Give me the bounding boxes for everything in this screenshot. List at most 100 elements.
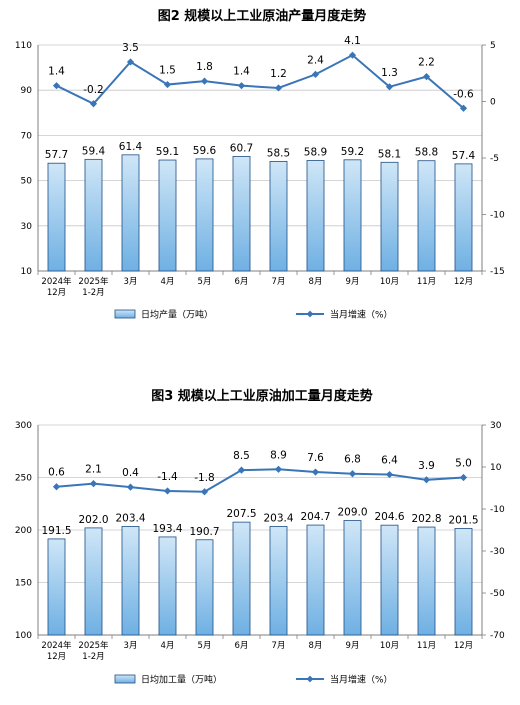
left-axis-tick-label: 50 xyxy=(21,177,33,187)
bar-value-label: 59.4 xyxy=(82,145,106,157)
bar-value-label: 193.4 xyxy=(152,523,182,535)
bar xyxy=(84,158,103,272)
bar xyxy=(380,524,399,636)
growth-line xyxy=(56,468,464,493)
x-tick-label: 4月 xyxy=(161,641,175,651)
growth-marker xyxy=(348,470,357,478)
growth-marker xyxy=(89,100,98,108)
left-axis-tick-label: 250 xyxy=(15,474,32,484)
bar xyxy=(343,520,362,636)
bar xyxy=(306,160,325,272)
bar-value-label: 209.0 xyxy=(337,507,367,519)
bar xyxy=(343,159,362,272)
legend-bar-label: 日均产量（万吨） xyxy=(141,309,213,321)
legend-line-marker xyxy=(306,310,314,318)
x-tick-label: 4月 xyxy=(161,277,175,287)
bar xyxy=(232,156,251,272)
bar-value-label: 61.4 xyxy=(119,141,143,153)
right-axis-tick-label: -15 xyxy=(490,267,505,277)
legend-line-label: 当月增速（%） xyxy=(330,674,393,686)
bar xyxy=(269,160,288,272)
growth-value-label: 7.6 xyxy=(307,452,324,464)
growth-marker xyxy=(348,51,357,59)
right-axis-tick-label: -10 xyxy=(490,505,505,515)
bar-value-label: 57.7 xyxy=(45,149,68,161)
growth-marker xyxy=(52,483,61,491)
right-axis-tick-label: 10 xyxy=(490,463,502,473)
x-tick-label: 5月 xyxy=(198,641,212,651)
bar xyxy=(306,524,325,636)
bar xyxy=(380,161,399,272)
bar-value-label: 60.7 xyxy=(230,142,253,154)
growth-marker xyxy=(274,465,283,473)
legend-bar-swatch xyxy=(114,674,136,684)
growth-value-label: -0.6 xyxy=(453,88,474,100)
bar-value-label: 59.1 xyxy=(156,146,179,158)
growth-marker xyxy=(422,73,431,81)
growth-value-label: -1.4 xyxy=(157,471,178,483)
bar-value-label: 202.8 xyxy=(411,513,441,525)
growth-marker xyxy=(126,58,135,66)
growth-value-label: 0.6 xyxy=(48,467,65,479)
bar xyxy=(195,539,214,636)
bar xyxy=(232,521,251,636)
right-axis-tick-label: -5 xyxy=(490,154,499,164)
right-axis-tick-label: -50 xyxy=(490,589,505,599)
x-tick-label: 10月 xyxy=(380,641,399,651)
x-tick-label: 8月 xyxy=(309,641,323,651)
growth-value-label: 8.9 xyxy=(270,449,287,461)
x-tick-label: 6月 xyxy=(235,641,249,651)
bar-value-label: 204.6 xyxy=(374,511,404,523)
growth-marker xyxy=(200,488,209,496)
bar xyxy=(417,160,436,272)
growth-value-label: 1.5 xyxy=(159,65,176,77)
growth-line xyxy=(56,53,465,110)
x-tick-label: 7月 xyxy=(272,277,286,287)
bar-value-label: 191.5 xyxy=(41,525,71,537)
chart-title: 图3 规模以上工业原油加工量月度走势 xyxy=(151,388,373,404)
x-tick-label: 3月 xyxy=(124,277,138,287)
growth-value-label: -1.8 xyxy=(194,472,215,484)
x-tick-label: 12月 xyxy=(454,277,473,287)
growth-value-label: 1.3 xyxy=(381,67,398,79)
bar xyxy=(195,158,214,272)
x-tick-label: 12月 xyxy=(47,652,66,662)
bar xyxy=(454,163,473,272)
crude-oil-output-chart: 图2 规模以上工业原油产量月度走势 10 30 50 70 90 110 -15 -10 -5 0 5… xyxy=(15,8,505,321)
legend-line-marker xyxy=(306,675,314,683)
x-tick-label: 1-2月 xyxy=(82,288,104,298)
bar-value-label: 58.8 xyxy=(415,147,438,159)
x-tick-label: 2025年 xyxy=(78,640,109,651)
x-tick-label: 12月 xyxy=(454,641,473,651)
bar-value-label: 203.4 xyxy=(115,512,145,524)
bar-value-label: 207.5 xyxy=(226,508,256,520)
growth-marker xyxy=(459,473,468,482)
left-axis-tick-label: 10 xyxy=(21,267,33,277)
growth-value-label: 2.4 xyxy=(307,54,324,66)
growth-marker xyxy=(385,83,394,91)
x-tick-label: 12月 xyxy=(47,288,66,298)
left-axis-tick-label: 90 xyxy=(21,86,33,96)
bar-value-label: 58.9 xyxy=(304,146,327,158)
growth-marker xyxy=(200,77,209,85)
growth-marker xyxy=(311,468,320,476)
x-tick-label: 11月 xyxy=(417,641,436,651)
x-tick-label: 1-2月 xyxy=(82,652,104,662)
bar xyxy=(121,154,140,272)
x-tick-label: 9月 xyxy=(346,277,360,287)
left-axis-tick-label: 70 xyxy=(21,131,33,141)
bar-value-label: 59.6 xyxy=(193,145,217,157)
right-axis-tick-label: -10 xyxy=(490,211,505,221)
growth-value-label: 4.1 xyxy=(344,35,361,47)
bar xyxy=(269,526,288,636)
growth-value-label: 1.2 xyxy=(270,68,287,80)
bar-value-label: 190.7 xyxy=(189,526,219,538)
x-tick-label: 9月 xyxy=(346,641,360,651)
x-tick-label: 8月 xyxy=(309,277,323,287)
left-axis-tick-label: 30 xyxy=(21,222,33,232)
growth-marker xyxy=(274,84,283,92)
growth-marker xyxy=(126,483,135,491)
right-axis-tick-label: 0 xyxy=(490,98,496,108)
bar xyxy=(158,536,177,636)
bar-value-label: 59.2 xyxy=(341,146,364,158)
